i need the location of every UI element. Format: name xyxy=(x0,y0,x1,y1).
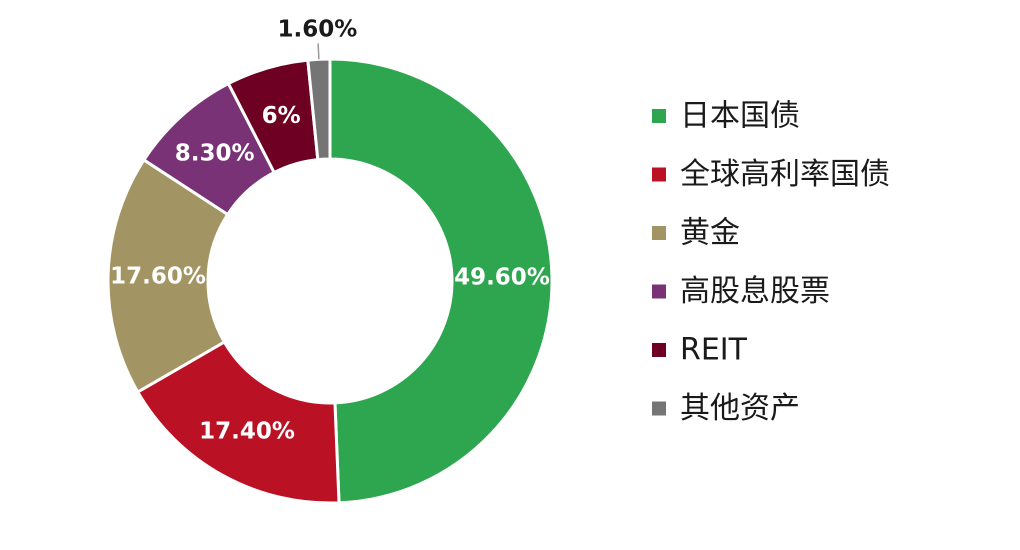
legend-swatch-2 xyxy=(652,226,666,240)
legend-swatch-3 xyxy=(652,284,666,299)
slice-0 xyxy=(328,57,554,505)
legend-swatch-0 xyxy=(652,109,666,123)
slice-2 xyxy=(106,157,230,395)
legend-swatch-4 xyxy=(652,343,666,357)
legend-label-3: 高股息股票 xyxy=(680,274,830,309)
slice-label-1: 17.40% xyxy=(199,419,295,445)
slice-label-2: 17.60% xyxy=(110,263,206,289)
legend-label-2: 黄金 xyxy=(680,216,740,251)
legend-label-5: 其他资产 xyxy=(680,391,800,426)
slice-label-3: 8.30% xyxy=(175,140,255,166)
legend-label-0: 日本国债 xyxy=(680,99,800,134)
leader-line-5 xyxy=(317,43,320,60)
donut-slices xyxy=(106,57,554,505)
slice-labels: 49.60% 17.40% 17.60% 8.30% 6% 1.60% xyxy=(110,16,550,444)
legend-label-1: 全球高利率国债 xyxy=(680,157,890,192)
legend-swatch-1 xyxy=(652,167,666,182)
slice-label-5: 1.60% xyxy=(278,16,358,42)
legend-swatch-5 xyxy=(652,401,666,416)
slice-label-0: 49.60% xyxy=(454,265,550,291)
legend-label-4: REIT xyxy=(680,333,748,368)
slice-label-4: 6% xyxy=(262,103,301,129)
slice-1 xyxy=(135,339,341,505)
slice-5 xyxy=(306,57,332,162)
